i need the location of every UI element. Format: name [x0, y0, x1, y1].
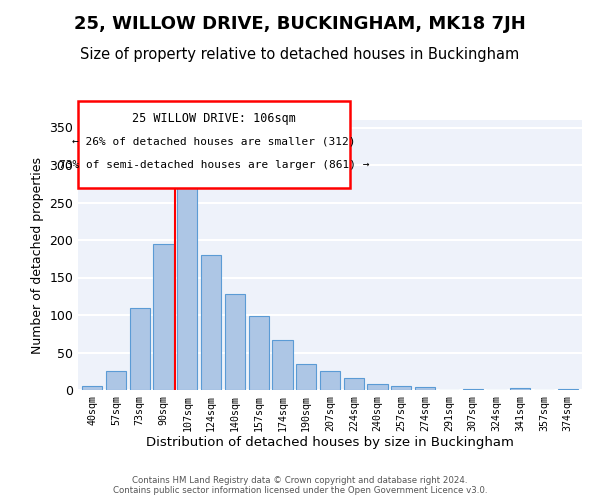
FancyBboxPatch shape — [78, 101, 350, 188]
Bar — [510, 388, 530, 390]
Bar — [154, 244, 173, 390]
Bar — [130, 308, 150, 390]
Text: Contains HM Land Registry data © Crown copyright and database right 2024.
Contai: Contains HM Land Registry data © Crown c… — [113, 476, 487, 495]
Bar — [106, 370, 126, 390]
Bar — [201, 255, 221, 390]
Text: ← 26% of detached houses are smaller (312): ← 26% of detached houses are smaller (31… — [73, 136, 356, 146]
Bar — [367, 384, 388, 390]
Bar — [225, 294, 245, 390]
Text: 25 WILLOW DRIVE: 106sqm: 25 WILLOW DRIVE: 106sqm — [132, 112, 296, 125]
Bar — [296, 364, 316, 390]
Y-axis label: Number of detached properties: Number of detached properties — [31, 156, 44, 354]
Bar — [557, 388, 578, 390]
Bar — [344, 378, 364, 390]
Text: 25, WILLOW DRIVE, BUCKINGHAM, MK18 7JH: 25, WILLOW DRIVE, BUCKINGHAM, MK18 7JH — [74, 15, 526, 33]
Bar — [177, 172, 197, 390]
Bar — [82, 386, 103, 390]
Bar — [463, 388, 483, 390]
X-axis label: Distribution of detached houses by size in Buckingham: Distribution of detached houses by size … — [146, 436, 514, 450]
Bar — [320, 370, 340, 390]
Bar — [272, 340, 293, 390]
Bar — [415, 387, 435, 390]
Text: Size of property relative to detached houses in Buckingham: Size of property relative to detached ho… — [80, 48, 520, 62]
Bar — [391, 386, 412, 390]
Bar — [248, 316, 269, 390]
Text: 73% of semi-detached houses are larger (861) →: 73% of semi-detached houses are larger (… — [59, 160, 370, 170]
